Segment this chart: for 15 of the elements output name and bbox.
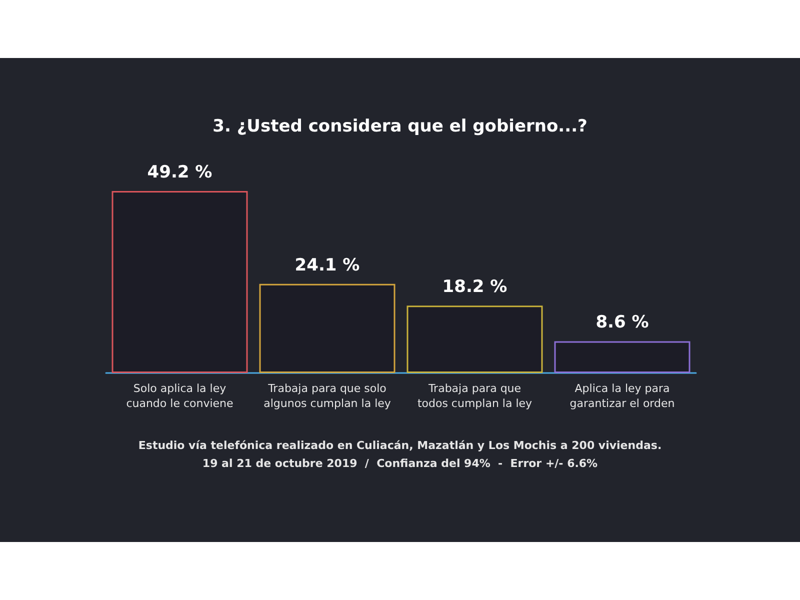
chart-title: 3. ¿Usted considera que el gobierno...? xyxy=(212,116,588,136)
x-tick-label: Solo aplica la ley cuando le conviene xyxy=(126,382,234,410)
data-label: 8.6 % xyxy=(596,312,649,333)
bar xyxy=(554,341,690,373)
data-label: 49.2 % xyxy=(147,162,212,183)
text: 19 al 21 de octubre 2019 / Confianza del 94% - Error +/- 6.6% xyxy=(202,457,598,470)
x-tick-label: Trabaja para que solo algunos cumplan la ley xyxy=(264,382,392,410)
bar xyxy=(259,284,396,373)
data-label: 24.1 % xyxy=(294,255,360,276)
x-tick-label: Trabaja para que todos cumplan la ley xyxy=(417,382,533,410)
text: Estudio vía telefónica realizado en Culiacán, Mazatlán y Los Mochis a 200 viviendas. xyxy=(138,439,662,452)
data-label: 18.2 % xyxy=(442,277,508,298)
bar xyxy=(406,306,543,373)
x-tick-label: Aplica la ley para garantizar el orden xyxy=(570,382,675,410)
bar xyxy=(112,191,248,373)
